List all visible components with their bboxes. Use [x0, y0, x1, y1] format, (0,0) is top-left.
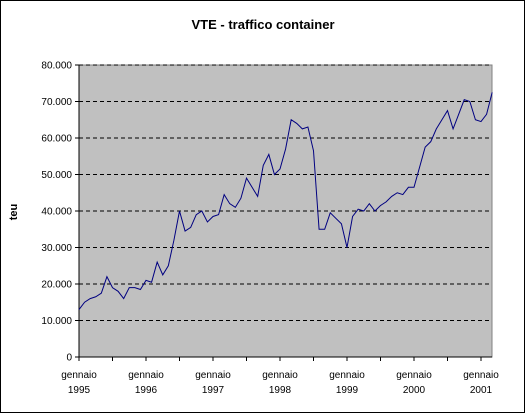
- grid-lines: [79, 64, 492, 321]
- series-group: [78, 92, 493, 310]
- y-tick-label: 70.000: [41, 97, 72, 108]
- x-tick-label-month: gennaio: [195, 370, 231, 381]
- chart-title: VTE - traffico container: [191, 17, 334, 32]
- series-line: [78, 92, 493, 310]
- y-tick-label: 30.000: [41, 243, 72, 254]
- x-tick-label-year: 1995: [68, 385, 91, 396]
- x-tick-label-year: 1999: [336, 385, 359, 396]
- y-tick-label: 40.000: [41, 207, 72, 218]
- y-axis-label: teu: [8, 204, 20, 221]
- x-tick-label-month: gennaio: [128, 370, 164, 381]
- x-axis: gennaio 1995 gennaio 1996 gennaio 1997 gennaio…: [61, 356, 499, 396]
- x-tick-label-month: gennaio: [262, 370, 298, 381]
- y-tick-label: 80.000: [41, 61, 72, 72]
- y-tick-label: 10.000: [41, 316, 72, 327]
- x-tick-label-month: gennaio: [463, 370, 499, 381]
- y-tick-label: 50.000: [41, 170, 72, 181]
- y-axis: 0 10.000 20.000 30.000 40.000 50.000 60.000 70.…: [41, 61, 80, 364]
- x-tick-label-year: 1996: [135, 385, 158, 396]
- x-tick-label-year: 2001: [470, 385, 493, 396]
- y-tick-label: 60.000: [41, 134, 72, 145]
- x-tick-label-month: gennaio: [396, 370, 432, 381]
- y-tick-label: 0: [66, 353, 72, 364]
- x-tick-label-year: 1997: [202, 385, 225, 396]
- x-tick-label-year: 1998: [269, 385, 292, 396]
- y-tick-label: 20.000: [41, 280, 72, 291]
- x-tick-label-month: gennaio: [329, 370, 365, 381]
- x-tick-label-year: 2000: [403, 385, 426, 396]
- x-tick-label-month: gennaio: [61, 370, 97, 381]
